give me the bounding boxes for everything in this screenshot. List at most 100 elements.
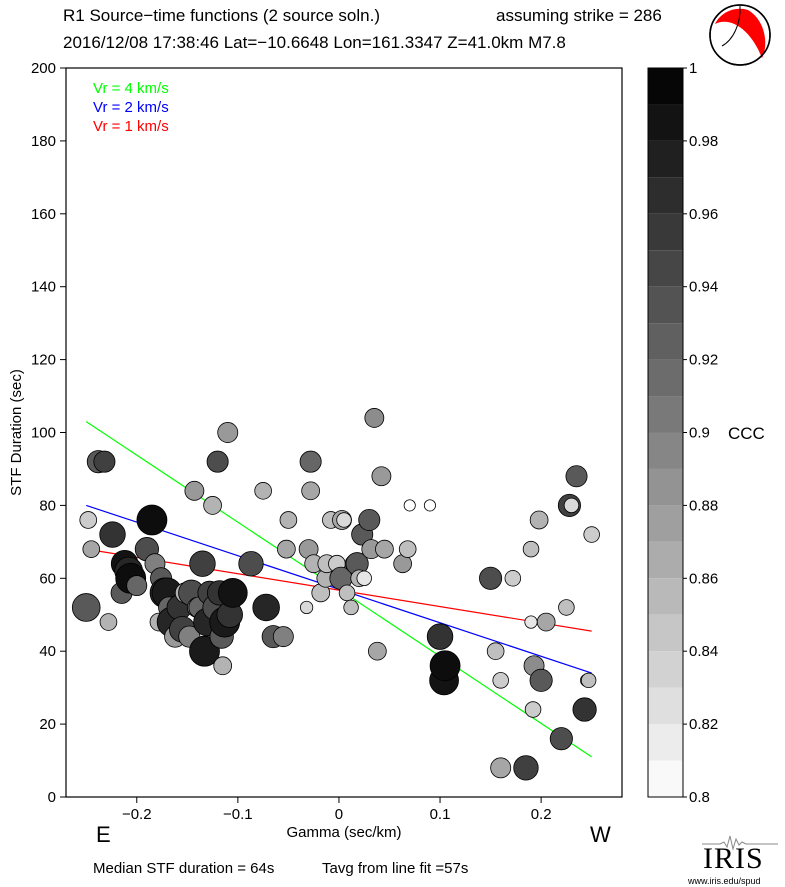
y-tick-label: 80 xyxy=(39,497,56,514)
data-point xyxy=(99,521,126,548)
data-point xyxy=(338,584,356,602)
data-point xyxy=(479,566,503,590)
colorbar-step xyxy=(648,541,683,579)
x-tick-label: 0 xyxy=(335,806,343,823)
colorbar-tick-label: 0.88 xyxy=(689,497,718,514)
colorbar-step xyxy=(648,250,683,287)
median-duration: Median STF duration = 64s xyxy=(93,860,275,877)
colorbar-tick-label: 1 xyxy=(689,60,697,77)
colorbar-step xyxy=(648,432,683,469)
y-tick-label: 20 xyxy=(39,716,56,733)
data-point xyxy=(426,623,454,650)
data-point xyxy=(343,599,359,616)
data-point xyxy=(529,668,553,692)
colorbar-step xyxy=(648,578,683,615)
y-tick-label: 40 xyxy=(39,643,56,660)
legend-entry: Vr = 1 km/s xyxy=(93,118,169,135)
data-point xyxy=(368,641,387,661)
data-point xyxy=(371,466,392,487)
data-point xyxy=(429,650,461,682)
data-point xyxy=(492,672,509,689)
chart-title: R1 Source−time functions (2 source soln.… xyxy=(63,6,381,25)
data-point xyxy=(513,755,539,781)
legend-entry: Vr = 2 km/s xyxy=(93,99,169,116)
direction-west: W xyxy=(590,822,611,847)
data-point xyxy=(277,539,296,559)
tavg-fit: Tavg from line fit =57s xyxy=(322,860,469,877)
iris-logo: IRIS xyxy=(703,842,764,875)
legend-entry: Vr = 4 km/s xyxy=(93,80,169,97)
data-point xyxy=(563,497,580,514)
data-point xyxy=(203,496,222,515)
colorbar-tick-label: 0.84 xyxy=(689,643,718,660)
data-point xyxy=(336,512,352,528)
data-point xyxy=(358,508,381,531)
colorbar-step xyxy=(648,177,683,214)
colorbar-tick-label: 0.92 xyxy=(689,352,718,369)
x-tick-label: −0.2 xyxy=(122,806,152,823)
event-info: 2016/12/08 17:38:46 Lat=−10.6648 Lon=161… xyxy=(63,33,566,52)
data-point xyxy=(486,642,505,660)
y-axis-label: STF Duration (sec) xyxy=(8,369,25,496)
colorbar-step xyxy=(648,468,683,506)
data-point xyxy=(82,540,101,558)
colorbar-label: CCC xyxy=(728,424,765,443)
data-point xyxy=(356,570,372,587)
colorbar-step xyxy=(648,687,683,725)
y-tick-label: 160 xyxy=(31,206,56,223)
data-point xyxy=(364,408,385,428)
data-point xyxy=(299,600,314,615)
beachball-icon xyxy=(709,4,771,66)
colorbar-step xyxy=(648,651,683,688)
strike-label: assuming strike = 286 xyxy=(496,6,662,25)
data-point xyxy=(126,575,148,597)
colorbar-step xyxy=(648,323,683,360)
colorbar-tick-label: 0.86 xyxy=(689,570,718,587)
data-point xyxy=(71,593,101,622)
colorbar-step xyxy=(648,140,683,178)
y-tick-label: 180 xyxy=(31,133,56,150)
colorbar-step xyxy=(648,68,683,105)
data-point xyxy=(254,482,272,500)
colorbar-step xyxy=(648,505,683,542)
colorbar-step xyxy=(648,614,683,652)
data-point xyxy=(529,510,549,530)
data-point xyxy=(522,540,540,558)
colorbar-tick-label: 0.9 xyxy=(689,425,710,442)
data-point xyxy=(572,697,597,722)
colorbar-tick-label: 0.8 xyxy=(689,789,710,806)
data-point xyxy=(206,450,229,473)
data-point xyxy=(189,550,216,577)
data-point xyxy=(299,450,322,473)
data-point xyxy=(301,481,320,501)
data-point xyxy=(217,578,248,608)
data-point xyxy=(565,465,588,488)
colorbar-step xyxy=(648,396,683,433)
fit-line-3 xyxy=(86,548,592,632)
data-point xyxy=(272,626,294,648)
data-point xyxy=(536,612,556,632)
data-point xyxy=(279,511,298,529)
data-point xyxy=(403,499,416,512)
data-point xyxy=(184,480,205,501)
colorbar-step xyxy=(648,760,683,797)
data-point xyxy=(398,540,417,558)
colorbar-step xyxy=(648,286,683,324)
colorbar-step xyxy=(648,724,683,761)
colorbar-step xyxy=(648,213,683,251)
x-axis-label: Gamma (sec/km) xyxy=(286,824,401,841)
y-tick-label: 0 xyxy=(48,789,56,806)
y-tick-label: 200 xyxy=(31,60,56,77)
y-tick-label: 120 xyxy=(31,352,56,369)
data-point xyxy=(490,757,512,779)
y-tick-label: 100 xyxy=(31,425,56,442)
data-point xyxy=(79,511,98,529)
data-point xyxy=(504,570,522,587)
data-point xyxy=(558,599,575,616)
data-point xyxy=(99,613,118,631)
colorbar-tick-label: 0.82 xyxy=(689,716,718,733)
iris-url: www.iris.edu/spud xyxy=(688,876,761,886)
data-point xyxy=(217,422,239,443)
colorbar-step xyxy=(648,104,683,141)
y-tick-label: 140 xyxy=(31,279,56,296)
